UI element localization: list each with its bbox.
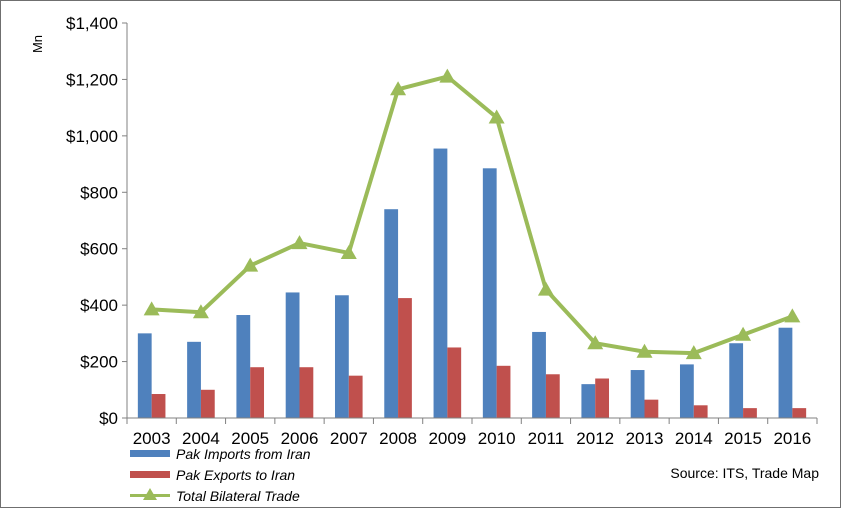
y-tick-label: $1,200 <box>66 70 118 89</box>
x-tick-label: 2008 <box>379 429 417 448</box>
y-tick-label: $400 <box>80 296 118 315</box>
total-trade-point <box>636 343 653 358</box>
bar-exports <box>496 365 511 418</box>
bar-imports <box>433 148 448 418</box>
x-tick-label: 2003 <box>133 429 171 448</box>
x-tick-label: 2007 <box>330 429 368 448</box>
legend-item-exports: Pak Exports to Iran <box>130 464 311 485</box>
x-tick-label: 2012 <box>576 429 614 448</box>
legend-label-exports: Pak Exports to Iran <box>176 466 296 483</box>
bar-exports <box>545 374 560 418</box>
total-trade-point <box>242 257 259 272</box>
total-trade-point <box>390 81 407 96</box>
bar-exports <box>595 378 610 418</box>
legend: Pak Imports from Iran Pak Exports to Ira… <box>130 443 311 506</box>
total-trade-point <box>587 335 604 350</box>
total-trade-point <box>735 326 752 341</box>
bar-imports <box>532 331 546 418</box>
total-trade-point <box>784 308 801 323</box>
bar-imports <box>334 295 349 418</box>
x-tick-label: 2006 <box>281 429 319 448</box>
bar-exports <box>644 399 659 418</box>
bar-imports <box>187 341 201 418</box>
bar-exports <box>299 367 314 418</box>
legend-label-imports: Pak Imports from Iran <box>176 445 311 462</box>
bar-exports <box>743 408 757 418</box>
triangle-marker-icon <box>143 488 157 500</box>
bar-exports <box>792 408 807 418</box>
total-trade-point <box>340 244 357 259</box>
bar-imports <box>729 343 744 418</box>
bar-imports <box>285 292 300 418</box>
bar-exports <box>250 367 265 418</box>
source-note: Source: ITS, Trade Map <box>670 465 819 481</box>
x-tick-label: 2016 <box>773 429 811 448</box>
total-trade-point <box>143 301 160 316</box>
bar-imports <box>630 370 645 418</box>
bar-imports <box>679 364 694 418</box>
bar-exports <box>200 389 215 418</box>
bar-imports <box>384 209 399 418</box>
legend-swatch-total <box>130 488 170 500</box>
legend-item-total: Total Bilateral Trade <box>130 485 311 506</box>
bar-exports <box>398 298 412 418</box>
total-trade-point <box>488 109 505 124</box>
total-trade-line <box>151 74 794 356</box>
x-tick-label: 2010 <box>478 429 516 448</box>
bar-imports <box>137 333 152 418</box>
total-trade-point <box>685 345 702 360</box>
x-tick-label: 2015 <box>724 429 762 448</box>
total-trade-point <box>192 304 209 319</box>
x-tick-label: 2004 <box>182 429 220 448</box>
x-tick-label: 2013 <box>626 429 664 448</box>
y-tick-label: $1,400 <box>66 14 118 33</box>
axes-group: $0 $200 $400 $600 $800 $1,000 $1,200 $1,400 2003… <box>66 14 818 448</box>
legend-item-imports: Pak Imports from Iran <box>130 443 311 464</box>
bar-exports <box>447 347 462 418</box>
x-tick-label: 2011 <box>528 429 565 448</box>
x-tick-label: 2014 <box>675 429 713 448</box>
y-axis-label: Mn <box>30 35 45 53</box>
bar-exports <box>151 394 166 418</box>
x-tick-label: 2009 <box>428 429 466 448</box>
bar-imports <box>482 168 497 418</box>
total-trade-point <box>537 281 554 296</box>
bar-imports <box>236 315 251 418</box>
total-trade-point <box>439 68 456 83</box>
y-tick-label: $1,000 <box>66 127 118 146</box>
legend-swatch-exports <box>130 471 170 478</box>
total-trade-point <box>291 235 308 250</box>
bar-imports <box>581 384 596 418</box>
bar-imports <box>778 327 793 418</box>
y-tick-label: $600 <box>80 240 118 259</box>
x-tick-label: 2005 <box>231 429 269 448</box>
bar-exports <box>348 375 363 418</box>
trade-line-group <box>143 68 801 360</box>
legend-swatch-imports <box>130 450 170 457</box>
y-tick-label: $800 <box>80 183 118 202</box>
bars-group <box>137 148 807 418</box>
y-tick-label: $200 <box>80 353 118 372</box>
legend-label-total: Total Bilateral Trade <box>176 487 300 504</box>
bar-exports <box>693 405 708 418</box>
y-tick-label: $0 <box>99 409 118 428</box>
